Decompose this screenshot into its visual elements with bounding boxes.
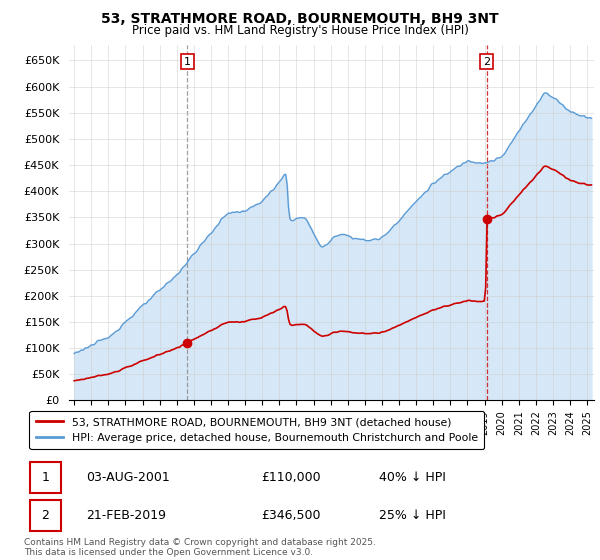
- Text: 2: 2: [41, 509, 49, 522]
- Text: 1: 1: [184, 57, 191, 67]
- Text: 40% ↓ HPI: 40% ↓ HPI: [379, 471, 446, 484]
- Text: 1: 1: [41, 471, 49, 484]
- Text: £346,500: £346,500: [261, 509, 320, 522]
- Legend: 53, STRATHMORE ROAD, BOURNEMOUTH, BH9 3NT (detached house), HPI: Average price, : 53, STRATHMORE ROAD, BOURNEMOUTH, BH9 3N…: [29, 410, 484, 449]
- Text: 2: 2: [483, 57, 490, 67]
- Text: 03-AUG-2001: 03-AUG-2001: [86, 471, 170, 484]
- Text: Contains HM Land Registry data © Crown copyright and database right 2025.
This d: Contains HM Land Registry data © Crown c…: [24, 538, 376, 557]
- Text: £110,000: £110,000: [261, 471, 320, 484]
- Text: 21-FEB-2019: 21-FEB-2019: [86, 509, 166, 522]
- Text: Price paid vs. HM Land Registry's House Price Index (HPI): Price paid vs. HM Land Registry's House …: [131, 24, 469, 36]
- Text: 25% ↓ HPI: 25% ↓ HPI: [379, 509, 446, 522]
- Text: 53, STRATHMORE ROAD, BOURNEMOUTH, BH9 3NT: 53, STRATHMORE ROAD, BOURNEMOUTH, BH9 3N…: [101, 12, 499, 26]
- Bar: [29, 462, 61, 493]
- Bar: [29, 500, 61, 531]
